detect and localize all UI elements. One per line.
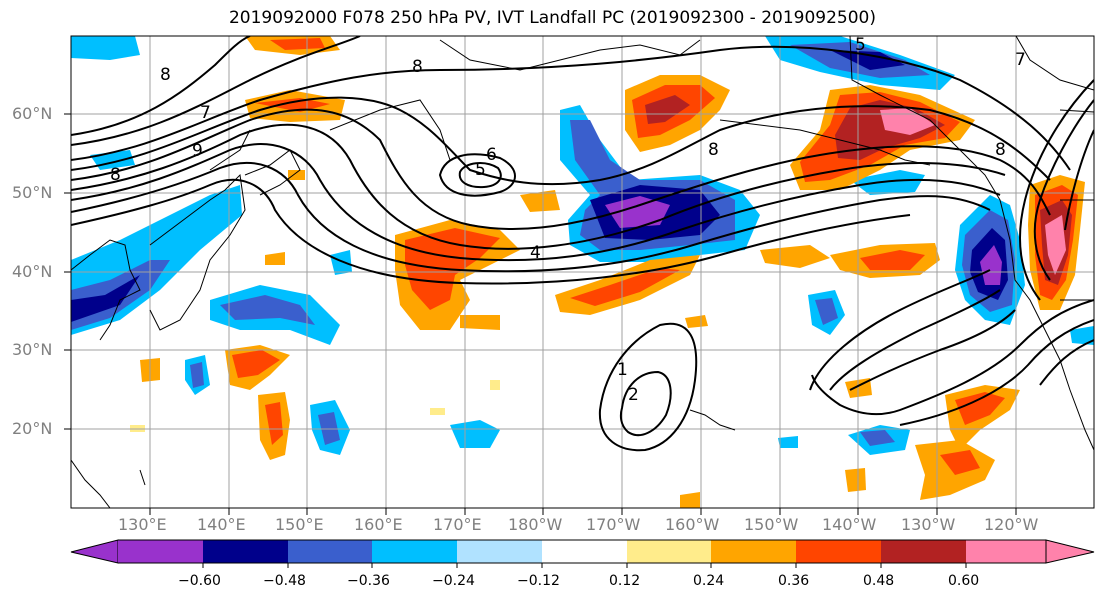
contour-label: 5 xyxy=(475,160,486,180)
colorbar-tick-label: −0.36 xyxy=(347,573,390,589)
ivt-contours xyxy=(71,36,1094,452)
lon-label: 130°W xyxy=(901,515,956,534)
lon-label: 170°W xyxy=(586,515,641,534)
lat-label: 40°N xyxy=(12,262,53,281)
axis-ticks xyxy=(64,113,1017,515)
contour-label: 1 xyxy=(617,360,628,380)
contour-label: 8 xyxy=(160,65,171,85)
lat-label: 30°N xyxy=(12,340,53,359)
lon-label: 160°W xyxy=(665,515,720,534)
colorbar-max-arrow xyxy=(1045,539,1095,564)
colorbar xyxy=(70,539,1095,568)
lon-label: 150°E xyxy=(275,515,324,534)
colorbar-tick-label: 0.36 xyxy=(778,573,810,589)
lon-label: 170°E xyxy=(433,515,482,534)
colorbar-tick-label: −0.24 xyxy=(432,573,475,589)
lat-lon-grid xyxy=(71,36,1094,508)
colorbar-tick-label: 0.12 xyxy=(609,573,641,589)
lon-label: 150°W xyxy=(744,515,799,534)
contour-label: 8 xyxy=(995,140,1006,160)
colorbar-tick-label: 0.48 xyxy=(863,573,895,589)
contour-label: 8 xyxy=(412,57,423,77)
lon-label: 130°E xyxy=(118,515,167,534)
contour-label: 8 xyxy=(708,140,719,160)
lon-label: 180°W xyxy=(508,515,563,534)
colorbar-tick-label: −0.48 xyxy=(263,573,306,589)
colorbar-min-arrow xyxy=(70,539,119,564)
contour-labels: 8 8 7 9 8 6 5 4 8 8 1 2 7 5 xyxy=(110,35,1026,405)
contour-label: 2 xyxy=(628,385,639,405)
plot-title: 2019092000 F078 250 hPa PV, IVT Landfall… xyxy=(228,8,876,28)
contour-label: 4 xyxy=(530,243,541,263)
contour-label: 5 xyxy=(855,35,866,55)
contour-label: 6 xyxy=(486,145,497,165)
colorbar-tick-label: −0.60 xyxy=(178,573,221,589)
contour-label: 7 xyxy=(200,103,211,123)
lat-label: 50°N xyxy=(12,183,53,202)
lon-label: 140°W xyxy=(822,515,877,534)
lon-label: 160°E xyxy=(354,515,403,534)
lon-label: 140°E xyxy=(197,515,246,534)
contour-label: 8 xyxy=(110,165,121,185)
coastlines xyxy=(71,36,1094,508)
lat-label: 60°N xyxy=(12,104,53,123)
colorbar-tick-label: 0.24 xyxy=(693,573,725,589)
colorbar-tick-label: −0.12 xyxy=(517,573,560,589)
colorbar-tick-label: 0.60 xyxy=(948,573,980,589)
contour-label: 7 xyxy=(1015,50,1026,70)
contour-label: 9 xyxy=(192,141,203,161)
lon-label: 120°W xyxy=(984,515,1039,534)
lat-label: 20°N xyxy=(12,419,53,438)
